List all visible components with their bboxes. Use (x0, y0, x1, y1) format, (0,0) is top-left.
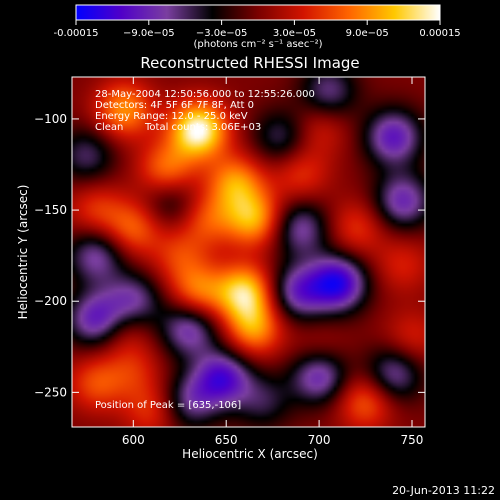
colorbar-ticks: -0.00015 −9.0e−05 −3.0e−05 3.0e−05 9.0e−05 0.… (54, 20, 461, 39)
peak-position-label: Position of Peak = [635,-106] (95, 400, 241, 411)
colorbar (75, 4, 441, 21)
colorbar-tick-label: −9.0e−05 (123, 28, 175, 39)
colorbar-tick-label: −3.0e−05 (196, 28, 248, 39)
colorbar-tick-label: 0.00015 (419, 28, 460, 39)
x-tick-label: 600 (122, 433, 145, 447)
y-tick-label: −150 (34, 203, 67, 217)
annotation-counts: Total counts: 3.06E+03 (144, 122, 261, 133)
annotation-energy: Energy Range: 12.0 - 25.0 keV (95, 111, 248, 122)
colorbar-unit-label: (photons cm⁻² s⁻¹ asec⁻²) (193, 39, 322, 50)
y-axis-label: Heliocentric Y (arcsec) (16, 185, 30, 320)
colorbar-tick-label: 9.0e−05 (346, 28, 389, 39)
colorbar-tick-label: 3.0e−05 (273, 28, 316, 39)
x-tick-label: 650 (215, 433, 238, 447)
heatmap-image (72, 77, 425, 427)
plot-frame (71, 76, 426, 428)
annotation-detectors: Detectors: 4F 5F 6F 7F 8F, Att 0 (95, 100, 254, 111)
y-tick-label: −250 (34, 385, 67, 399)
colorbar-tick-label: -0.00015 (54, 28, 99, 39)
x-tick-label: 700 (308, 433, 331, 447)
x-tick-label: 750 (401, 433, 424, 447)
x-axis-ticks: 600 650 700 750 (122, 77, 424, 447)
annotation-time-range: 28-May-2004 12:50:56.000 to 12:55:26.000 (95, 89, 315, 100)
y-tick-label: −200 (34, 294, 67, 308)
annotation-algorithm: Clean (95, 122, 123, 133)
chart-title: Reconstructed RHESSI Image (140, 54, 359, 72)
x-axis-label: Heliocentric X (arcsec) (182, 447, 318, 461)
y-axis-ticks: −100 −150 −200 −250 (34, 112, 425, 399)
footer-date: 20-Jun-2013 11:22 (392, 484, 495, 497)
y-tick-label: −100 (34, 112, 67, 126)
